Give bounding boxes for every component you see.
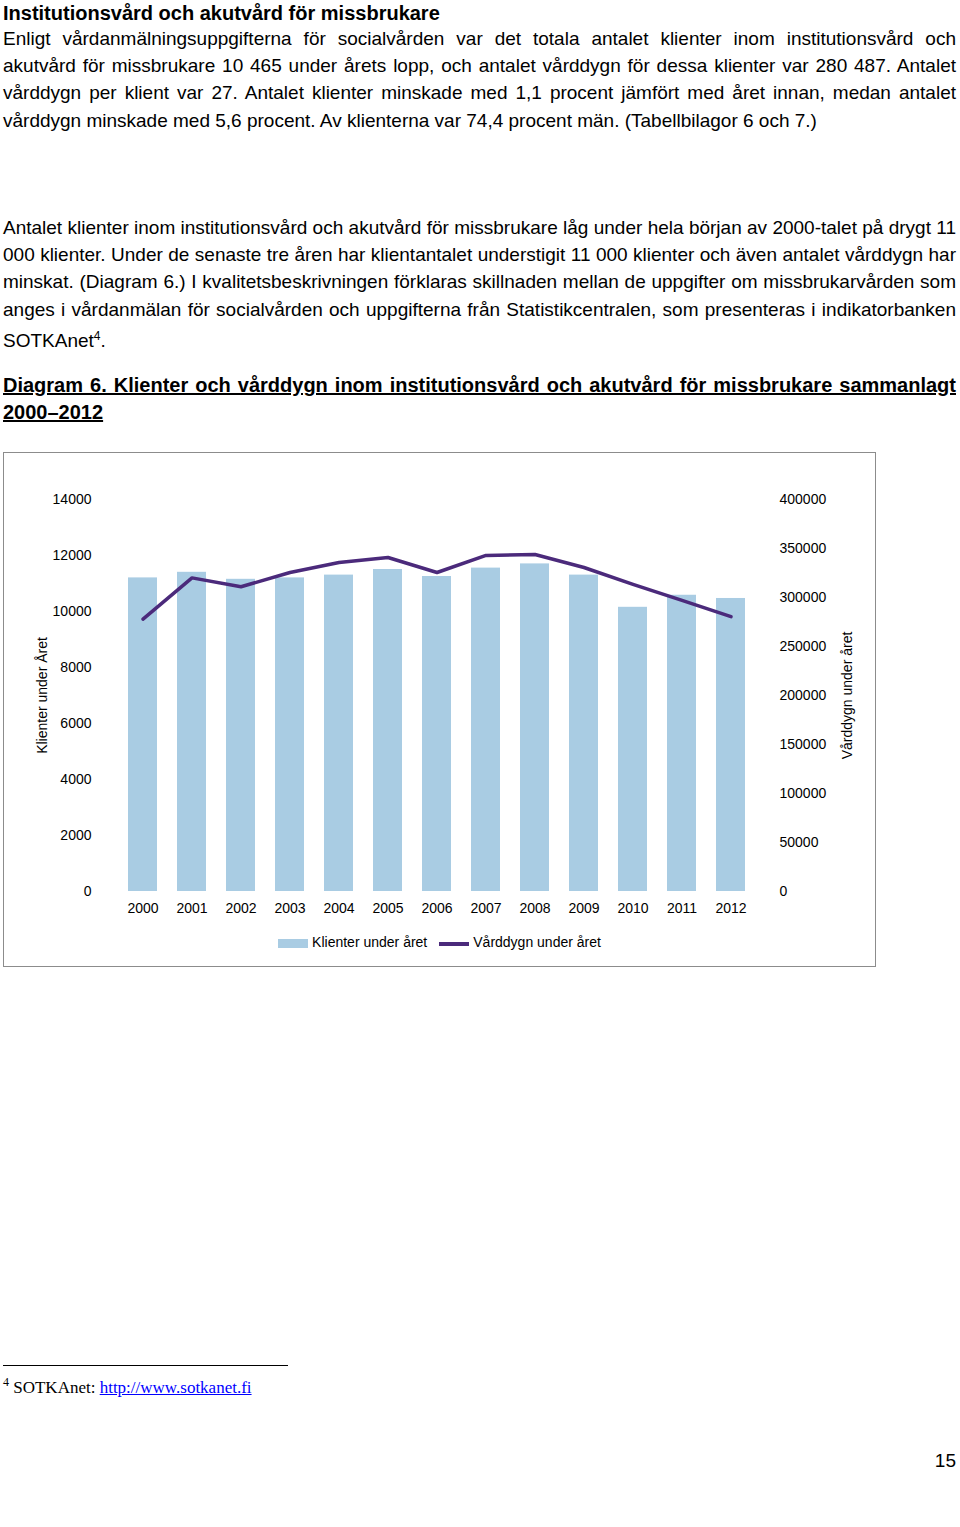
svg-text:10000: 10000 <box>53 603 92 619</box>
svg-text:2000: 2000 <box>60 827 91 843</box>
svg-text:Vårddygn under året: Vårddygn under året <box>839 632 855 760</box>
html-text:Diagram 6. Klienter och vårddy: Diagram 6. Klienter och vårddygn inom in… <box>3 374 956 423</box>
svg-text:2001: 2001 <box>176 900 207 916</box>
svg-text:2007: 2007 <box>470 900 501 916</box>
svg-text:350000: 350000 <box>780 540 827 556</box>
svg-text:2000: 2000 <box>127 900 158 916</box>
svg-text:150000: 150000 <box>780 736 827 752</box>
svg-text:2003: 2003 <box>274 900 305 916</box>
svg-text:2009: 2009 <box>568 900 599 916</box>
svg-text:2011: 2011 <box>667 900 697 916</box>
svg-text:0: 0 <box>780 883 788 899</box>
svg-text:250000: 250000 <box>780 638 827 654</box>
svg-text:12000: 12000 <box>53 547 92 563</box>
svg-text:400000: 400000 <box>780 491 827 507</box>
html-text:4SOTKAnet: http://www.sotkanet: 4SOTKAnet: http://www.sotkanet.fi <box>3 1375 252 1397</box>
svg-text:4000: 4000 <box>60 771 91 787</box>
svg-text:2010: 2010 <box>617 900 648 916</box>
svg-text:200000: 200000 <box>780 687 827 703</box>
svg-text:2005: 2005 <box>372 900 403 916</box>
svg-text:50000: 50000 <box>780 834 819 850</box>
svg-text:2006: 2006 <box>421 900 452 916</box>
svg-text:Klienter under Året: Klienter under Året <box>34 637 50 754</box>
html-text:Antalet klienter inom institut: Antalet klienter inom institutionsvård o… <box>3 217 956 352</box>
svg-text:300000: 300000 <box>780 589 827 605</box>
svg-text:14000: 14000 <box>53 491 92 507</box>
html-text:Klienter under året: Klienter under året <box>312 934 428 951</box>
svg-text:8000: 8000 <box>60 659 91 675</box>
html-text:Institutionsvård och akutvård: Institutionsvård och akutvård för missbr… <box>3 2 440 24</box>
svg-text:2004: 2004 <box>323 900 354 916</box>
svg-text:100000: 100000 <box>780 785 827 801</box>
html-text:Enligt vårdanmälningsuppgifter: Enligt vårdanmälningsuppgifterna för soc… <box>3 28 956 131</box>
svg-text:2002: 2002 <box>225 900 256 916</box>
html-text:Vårddygn under året: Vårddygn under året <box>473 934 601 951</box>
svg-text:6000: 6000 <box>60 715 91 731</box>
html-text:15: 15 <box>934 1450 956 1471</box>
svg-text:2008: 2008 <box>519 900 550 916</box>
svg-text:0: 0 <box>84 883 92 899</box>
svg-text:2012: 2012 <box>715 900 746 916</box>
